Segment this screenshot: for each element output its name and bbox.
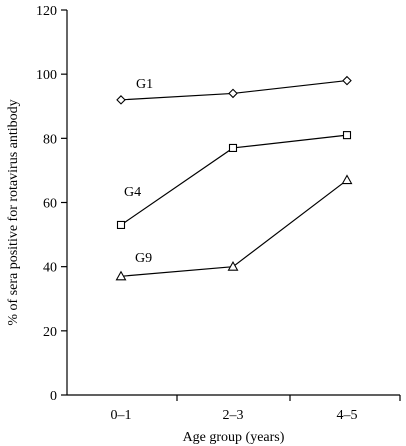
y-tick-label: 20 [43,325,57,340]
series-g4: G4 [116,131,352,230]
series-label: G9 [135,251,152,266]
square-marker [116,220,126,230]
square-marker [228,143,238,153]
y-tick-label: 40 [43,261,57,276]
y-tick-label: 80 [43,132,57,147]
diamond-marker [342,75,352,86]
x-tick-label: 4–5 [337,408,358,423]
y-axis: 0 20 40 60 80 100 120 [36,4,68,404]
series-g9: G9 [115,174,353,281]
x-axis-title: Age group (years) [183,430,285,445]
diamond-marker [116,95,126,105]
y-axis-title: % of sera positive for rotavirus antibod… [6,99,21,325]
triangle-marker [341,174,353,185]
triangle-marker [115,270,127,281]
y-tick-label: 100 [36,68,57,83]
series-g1: G1 [116,75,352,105]
series-label: G1 [136,77,153,92]
y-tick-label: 60 [43,197,57,212]
x-axis: 0–1 2–3 4–5 [67,394,401,423]
series-label: G4 [124,185,141,200]
y-tick-label: 120 [36,4,57,19]
triangle-marker [227,261,239,271]
series-layer: G1 G4 G9 [115,75,353,281]
series-line [120,179,348,277]
x-tick-label: 2–3 [223,408,244,423]
x-tick-label: 0–1 [111,408,132,423]
diamond-marker [228,88,238,99]
y-tick-label: 0 [50,389,57,404]
square-marker [342,131,352,140]
